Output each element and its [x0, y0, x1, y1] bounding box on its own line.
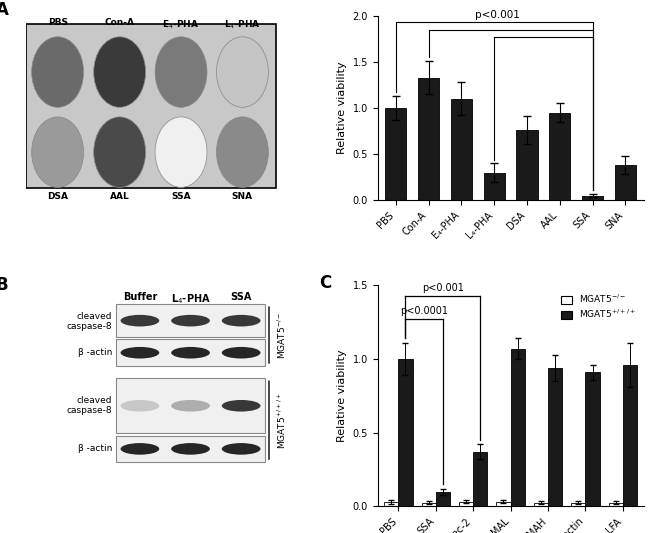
Y-axis label: Relative viability: Relative viability	[337, 62, 347, 155]
Bar	[418, 78, 439, 200]
Text: SSA: SSA	[231, 292, 252, 302]
Ellipse shape	[222, 315, 261, 327]
Ellipse shape	[120, 347, 159, 359]
Ellipse shape	[222, 400, 261, 411]
FancyBboxPatch shape	[116, 340, 265, 366]
Text: Buffer: Buffer	[123, 292, 157, 302]
Bar	[436, 491, 450, 506]
FancyBboxPatch shape	[116, 378, 265, 433]
Text: p<0.001: p<0.001	[422, 282, 464, 293]
Bar	[586, 372, 600, 506]
Text: β -actin: β -actin	[78, 445, 112, 454]
Ellipse shape	[32, 117, 84, 188]
Text: p<0.001: p<0.001	[475, 10, 520, 20]
Bar	[582, 196, 603, 200]
Text: cleaved
caspase-8: cleaved caspase-8	[66, 396, 112, 415]
Ellipse shape	[216, 37, 268, 107]
Ellipse shape	[120, 315, 159, 327]
FancyBboxPatch shape	[116, 304, 265, 337]
Bar	[549, 112, 571, 200]
Bar	[473, 452, 488, 506]
Ellipse shape	[94, 117, 146, 188]
Text: MGAT5$^{-/-}$: MGAT5$^{-/-}$	[276, 311, 288, 359]
Bar	[511, 349, 525, 506]
FancyBboxPatch shape	[26, 24, 276, 188]
Text: cleaved
caspase-8: cleaved caspase-8	[66, 312, 112, 332]
Ellipse shape	[32, 37, 84, 107]
Ellipse shape	[222, 347, 261, 359]
Ellipse shape	[120, 443, 159, 455]
Text: DSA: DSA	[47, 192, 68, 201]
Text: B: B	[0, 277, 8, 294]
Bar	[516, 130, 538, 200]
Bar	[384, 502, 398, 506]
Bar	[459, 502, 473, 506]
Text: MGAT5$^{+/+/+}$: MGAT5$^{+/+/+}$	[276, 392, 288, 449]
Bar	[615, 165, 636, 200]
Ellipse shape	[216, 117, 268, 188]
Ellipse shape	[120, 400, 159, 411]
Text: β -actin: β -actin	[78, 348, 112, 357]
Ellipse shape	[171, 315, 210, 327]
Legend: MGAT5$^{-/-}$, MGAT5$^{+/+/+}$: MGAT5$^{-/-}$, MGAT5$^{+/+/+}$	[558, 290, 639, 323]
FancyBboxPatch shape	[116, 435, 265, 462]
Y-axis label: Relative viability: Relative viability	[337, 350, 347, 442]
Text: Con-A: Con-A	[105, 19, 135, 27]
Text: AAL: AAL	[110, 192, 129, 201]
Bar	[623, 365, 637, 506]
Text: SNA: SNA	[232, 192, 253, 201]
Ellipse shape	[171, 400, 210, 411]
Ellipse shape	[171, 347, 210, 359]
Text: A: A	[0, 1, 8, 19]
Bar	[385, 108, 406, 200]
Text: L$_4$-PHA: L$_4$-PHA	[171, 292, 211, 306]
Bar	[484, 173, 505, 200]
Ellipse shape	[155, 117, 207, 188]
Text: PBS: PBS	[47, 19, 68, 27]
Ellipse shape	[222, 443, 261, 455]
Text: E$_4$-PHA: E$_4$-PHA	[162, 19, 200, 31]
Bar	[608, 503, 623, 506]
Bar	[398, 359, 413, 506]
Ellipse shape	[94, 37, 146, 107]
Bar	[497, 502, 511, 506]
Bar	[534, 503, 548, 506]
Text: p<0.0001: p<0.0001	[400, 306, 448, 316]
Bar	[548, 368, 562, 506]
Ellipse shape	[171, 443, 210, 455]
Text: SSA: SSA	[171, 192, 191, 201]
Bar	[571, 503, 586, 506]
Ellipse shape	[155, 37, 207, 107]
Text: C: C	[319, 274, 332, 292]
Bar	[450, 99, 472, 200]
Bar	[421, 503, 436, 506]
Text: L$_4$-PHA: L$_4$-PHA	[224, 19, 261, 31]
